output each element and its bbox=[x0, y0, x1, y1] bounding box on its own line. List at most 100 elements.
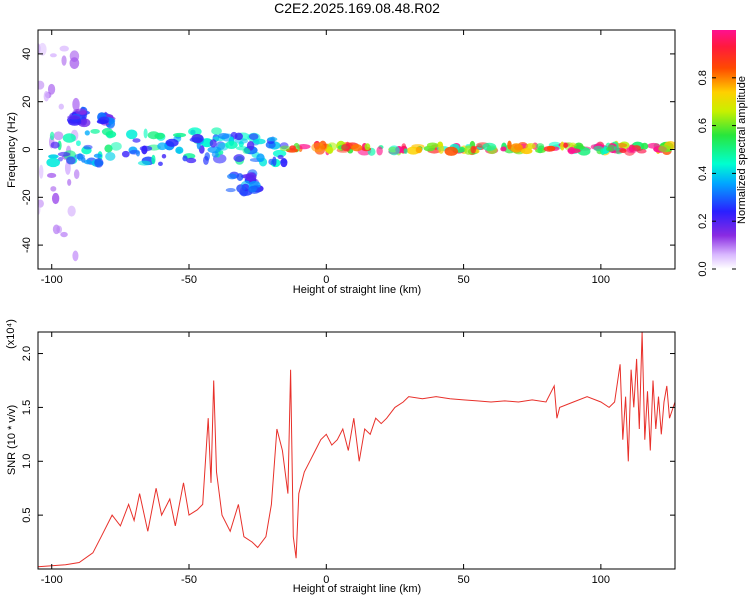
snr-panel: -100 -50 0 50 100 0.5 1.0 1.5 2.0 Height of stra… bbox=[5, 319, 676, 595]
spectrogram-ticks: -100 -50 0 50 100 -40 -20 0 20 40 bbox=[21, 30, 675, 286]
spectrogram-cell bbox=[182, 155, 188, 162]
spectrogram-cell bbox=[50, 186, 57, 192]
spectrogram-cell bbox=[248, 185, 261, 194]
spectrogram-cell bbox=[211, 151, 219, 158]
spectrogram-cell bbox=[154, 132, 165, 140]
spectrogram-cell bbox=[240, 174, 255, 179]
spectrogram-cell bbox=[101, 127, 114, 136]
spectrogram-cell bbox=[641, 142, 649, 150]
spectrogram-cell bbox=[217, 132, 230, 140]
spectrogram-cell bbox=[464, 145, 473, 155]
spectrogram-cell bbox=[376, 146, 383, 156]
spectrogram-cell bbox=[537, 147, 543, 154]
spectrogram-cell bbox=[38, 42, 47, 56]
x-tick-label: 0 bbox=[323, 274, 329, 286]
spectrogram-cell bbox=[246, 140, 255, 151]
spectrogram-cell bbox=[72, 97, 80, 112]
spectrogram-cell bbox=[364, 143, 371, 151]
spectrogram-cell bbox=[60, 231, 68, 238]
spectrogram-cell bbox=[507, 140, 512, 150]
spectrogram-cell bbox=[296, 144, 311, 150]
y-tick-label: -20 bbox=[21, 189, 33, 205]
spectrogram-cell bbox=[165, 138, 179, 147]
spectrogram-cell bbox=[525, 143, 533, 151]
spectrogram-cell bbox=[38, 164, 44, 179]
spectrogram-cell bbox=[105, 151, 116, 161]
spectrogram-cell bbox=[135, 150, 141, 157]
spectrogram-cell bbox=[158, 161, 163, 166]
spectrogram-cell bbox=[61, 55, 67, 66]
spectrogram-cell bbox=[546, 145, 556, 151]
spectrogram-cell bbox=[186, 157, 197, 164]
x-tick-label: 100 bbox=[592, 274, 610, 286]
spectrogram-cell bbox=[311, 142, 325, 153]
spectrogram-cell bbox=[227, 173, 238, 180]
y-tick-label: -40 bbox=[21, 237, 33, 253]
spectrogram-cell bbox=[72, 250, 79, 262]
colorbar-label: Normalized spectral amplitude bbox=[736, 76, 748, 224]
x-tick-label: -50 bbox=[181, 274, 197, 286]
spectrogram-cell bbox=[619, 148, 627, 154]
snr-y-axis-label: SNR (10 * v/v) bbox=[6, 405, 18, 475]
y-tick-label: 40 bbox=[21, 48, 33, 60]
spectrogram-cell bbox=[613, 145, 620, 151]
spectrogram-cell bbox=[277, 154, 284, 160]
spectrogram-feature bbox=[225, 169, 264, 197]
colorbar-ticks: 0.0 0.2 0.4 0.6 0.8 bbox=[697, 70, 736, 277]
spectrogram-cell bbox=[188, 127, 202, 136]
spectrogram-cell bbox=[563, 142, 568, 148]
spectrogram-cell bbox=[81, 157, 86, 163]
spectrogram-feature bbox=[279, 140, 675, 156]
spectrogram-cell bbox=[482, 142, 497, 151]
spectrogram-y-axis-label: Frequency (Hz) bbox=[6, 112, 18, 188]
spectrogram-cell bbox=[67, 114, 81, 120]
spectrogram-cell bbox=[83, 144, 93, 150]
colorbar-tick-label: 0.8 bbox=[697, 70, 709, 85]
spectrogram-cell bbox=[126, 129, 138, 140]
spectrogram-cell bbox=[272, 149, 287, 158]
spectrogram-feature bbox=[46, 127, 289, 168]
spectrogram-cell bbox=[67, 205, 76, 217]
spectrogram-cell bbox=[268, 158, 274, 165]
spectrogram-feature bbox=[66, 106, 91, 128]
spectrogram-cell bbox=[225, 188, 236, 193]
spectrogram-cell bbox=[48, 154, 59, 159]
spectrogram-cell bbox=[49, 53, 57, 58]
spectrogram-cell bbox=[94, 157, 104, 168]
colorbar: 0.0 0.2 0.4 0.6 0.8 Normalized spectral ampl… bbox=[697, 30, 748, 277]
spectrogram-cell bbox=[75, 108, 87, 115]
spectrogram-cell bbox=[52, 224, 60, 235]
spectrogram-cell bbox=[51, 192, 60, 205]
spectrogram-cell bbox=[57, 151, 71, 157]
spectrogram-cell bbox=[536, 143, 545, 150]
spectrogram-cell bbox=[211, 127, 222, 135]
x-tick-label: -100 bbox=[41, 274, 63, 286]
spectrogram-cell bbox=[189, 137, 203, 143]
spectrogram-cell bbox=[289, 145, 297, 151]
spectrogram-cell bbox=[567, 147, 576, 155]
spectrogram-plot-area bbox=[38, 42, 675, 262]
spectrogram-cell bbox=[233, 154, 245, 163]
spectrogram-cell bbox=[388, 145, 400, 156]
spectrogram-feature bbox=[96, 111, 116, 129]
spectrogram-cell bbox=[248, 133, 259, 141]
spectrogram-cell bbox=[143, 128, 148, 139]
spectrogram-cell bbox=[175, 146, 184, 154]
y-tick-label: 1.0 bbox=[21, 454, 33, 469]
spectrogram-cell bbox=[84, 130, 90, 136]
spectrogram-cell bbox=[207, 146, 222, 154]
spectrogram-cell bbox=[242, 147, 251, 155]
spectrogram-cell bbox=[151, 154, 156, 165]
snr-series-line bbox=[38, 332, 675, 568]
snr-ticks: -100 -50 0 50 100 0.5 1.0 1.5 2.0 bbox=[21, 332, 675, 586]
spectrogram-cell bbox=[593, 145, 604, 152]
y-tick-label: 0 bbox=[21, 146, 33, 152]
spectrogram-cell bbox=[658, 144, 671, 153]
snr-frame bbox=[37, 331, 676, 570]
spectrogram-cell bbox=[513, 144, 523, 151]
spectrogram-cell bbox=[67, 178, 72, 186]
spectrogram-cell bbox=[96, 119, 109, 125]
spectrogram-cell bbox=[62, 133, 76, 143]
spectrogram-cell bbox=[77, 118, 91, 128]
